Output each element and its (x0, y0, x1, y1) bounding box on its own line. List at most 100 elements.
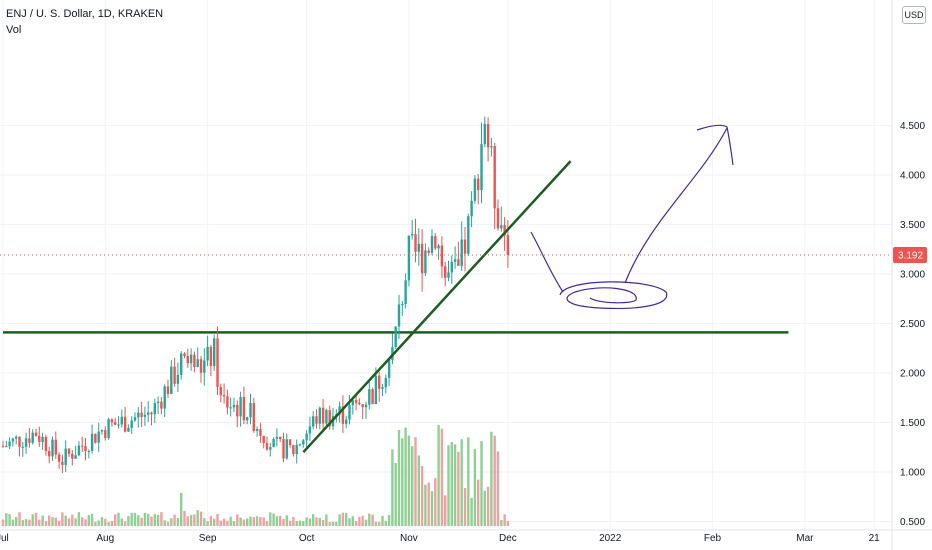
volume-bar (437, 424, 440, 526)
candle-body (305, 433, 308, 441)
volume-bar (394, 463, 397, 526)
candle-body (48, 451, 51, 457)
price-axis[interactable]: 0.500 1.000 1.500 2.000 2.500 3.000 3.500 4.000… (891, 0, 927, 550)
candle-body (348, 405, 351, 420)
volume-bar (288, 520, 292, 526)
price-tick-label: 3.500 (900, 220, 925, 231)
candle-body (213, 338, 216, 366)
volume-bar (308, 518, 312, 526)
candle-body (298, 444, 302, 446)
candle-body (358, 402, 361, 405)
candle-body (242, 397, 246, 421)
volume-bar (315, 517, 318, 526)
candle-body (259, 429, 262, 436)
volume-bar (470, 497, 473, 526)
candle-body (147, 412, 150, 415)
volume-bar (229, 516, 232, 526)
volume-bar (97, 520, 100, 526)
candle-body (424, 250, 427, 274)
volume-bar (173, 514, 176, 526)
volume-bar (318, 517, 321, 526)
candle-body (364, 404, 368, 408)
volume-bar (11, 519, 15, 526)
candle-body (420, 243, 424, 274)
candle-body (54, 439, 57, 455)
volume-bar (252, 517, 255, 526)
volume-bar (34, 512, 38, 526)
candle-body (312, 416, 315, 427)
candle-body (176, 374, 180, 384)
volume-bar (447, 445, 450, 526)
candle-body (133, 417, 137, 421)
candle-body (5, 446, 8, 448)
candle-body (90, 433, 94, 451)
candle-body (117, 424, 120, 426)
candle-body (411, 234, 414, 236)
candle-body (285, 439, 288, 459)
candle-body (104, 430, 107, 439)
volume-label[interactable]: Vol (6, 24, 22, 36)
volume-bar (378, 521, 381, 526)
volume-bar (48, 515, 51, 526)
candle-body (387, 359, 391, 378)
candle-body (107, 419, 110, 439)
volume-bar (503, 514, 506, 526)
volume-bar (133, 513, 137, 526)
candle-body (97, 431, 100, 443)
candle-body (28, 438, 31, 443)
volume-bar (114, 514, 117, 526)
volume-bar (265, 521, 269, 526)
candle-body (371, 389, 374, 405)
volume-bar (107, 521, 110, 526)
volume-bar (374, 521, 378, 526)
candle-body (31, 432, 34, 443)
volume-bar (341, 512, 345, 526)
volume-bar (444, 495, 447, 526)
volume-bar (232, 521, 236, 526)
candle-body (318, 407, 321, 424)
candle-body (496, 208, 500, 229)
volume-bar (295, 521, 298, 526)
candle-body (460, 239, 463, 266)
price-tick-label: 3.000 (900, 270, 925, 281)
candle-body (226, 396, 229, 408)
volume-bar (226, 520, 229, 526)
volume-bar (391, 449, 394, 526)
freehand-drawing[interactable] (530, 124, 734, 309)
candle-body (38, 435, 41, 442)
volume-bar (163, 520, 166, 526)
volume-bar (242, 519, 246, 526)
candle-body (74, 455, 77, 459)
candle-body (374, 375, 378, 405)
candle-body (246, 417, 249, 421)
volume-bar (21, 520, 24, 526)
volume-bar (401, 438, 404, 526)
candle-body (94, 433, 97, 443)
time-tick-label: Feb (704, 533, 722, 544)
volume-bar (150, 516, 153, 526)
candle-body (183, 353, 186, 357)
candle-body (24, 438, 28, 447)
candle-body (81, 445, 84, 447)
volume-bar (15, 517, 18, 526)
time-axis[interactable]: Jul Aug Sep Oct Nov Dec 2022 Feb Mar 21 (0, 529, 932, 544)
volume-bar (368, 513, 371, 526)
candle-body (173, 366, 176, 384)
volume-bar (259, 517, 262, 526)
volume-bar (345, 512, 348, 526)
volume-bar (420, 466, 424, 526)
candle-body (483, 123, 486, 145)
trendline[interactable] (302, 160, 572, 454)
volume-bar (331, 521, 335, 526)
candle-body (381, 387, 384, 389)
currency-button[interactable]: USD (902, 6, 926, 24)
candle-body (457, 259, 460, 266)
symbol-title[interactable]: ENJ / U. S. Dollar, 1D, KRAKEN (6, 8, 164, 20)
candle-body (292, 445, 295, 455)
candle-body (279, 436, 282, 440)
candle-body (100, 430, 104, 432)
grid (0, 0, 892, 530)
candle-body (437, 245, 440, 249)
candle-body (34, 432, 38, 436)
